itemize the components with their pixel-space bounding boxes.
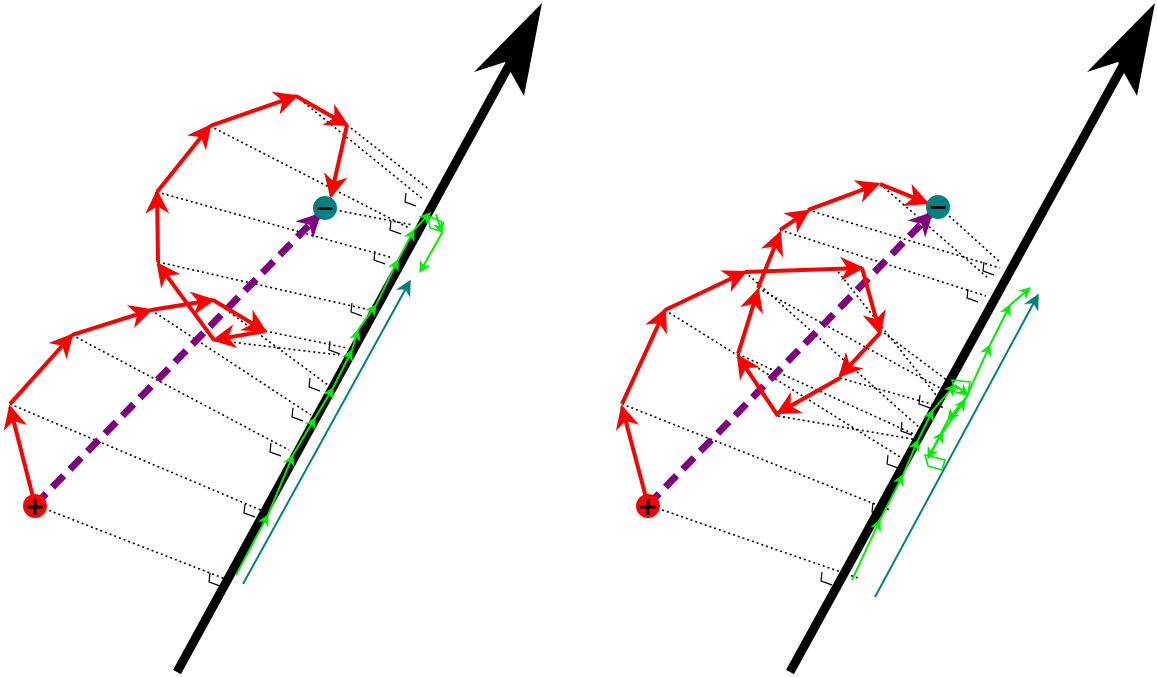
start-charge: + [636,492,660,522]
vector-path [3,91,350,506]
reference-line [874,293,1039,598]
right-angle-ticks [820,261,995,586]
vector-path [615,180,930,506]
start-charge: + [23,492,47,522]
resultant-vector [645,211,934,508]
end-sign-label: − [928,193,948,221]
projection-lines [621,183,1001,579]
start-sign-label: + [637,492,659,522]
projection-vectors [851,287,1031,581]
end-charge: − [926,193,950,221]
panel-left: + − [3,3,542,675]
end-charge: − [313,194,337,222]
end-sign-label: − [315,194,335,222]
axis-arrow [786,3,1155,675]
start-sign-label: + [24,492,46,522]
right-angle-ticks [208,192,417,587]
reference-line [242,279,411,585]
projection-vectors [235,212,445,576]
resultant-vector [32,212,322,508]
panel-right: + − [615,3,1155,675]
